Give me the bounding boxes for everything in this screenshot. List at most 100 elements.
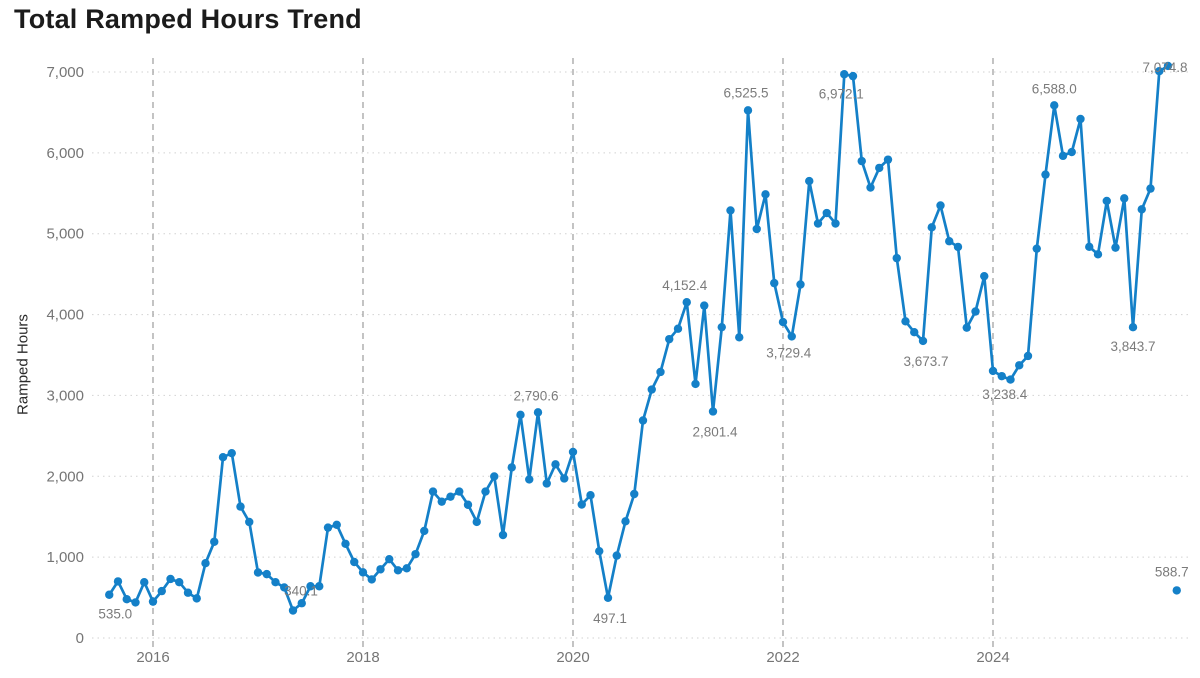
data-point[interactable] [507, 463, 516, 472]
data-point[interactable] [166, 574, 175, 584]
data-point[interactable] [1172, 586, 1181, 595]
data-point[interactable] [726, 206, 735, 215]
data-point[interactable] [210, 537, 219, 546]
data-point[interactable] [280, 583, 289, 592]
data-point[interactable] [883, 155, 893, 164]
data-point[interactable] [516, 410, 525, 420]
data-point[interactable] [717, 322, 726, 332]
data-point[interactable] [560, 474, 569, 483]
data-point[interactable] [428, 487, 438, 496]
data-point[interactable] [1058, 151, 1068, 161]
data-point[interactable] [1093, 250, 1103, 259]
data-point[interactable] [1006, 375, 1015, 384]
data-point[interactable] [673, 324, 683, 333]
data-point[interactable] [525, 475, 534, 484]
data-point[interactable] [796, 280, 805, 289]
data-point[interactable] [568, 447, 578, 457]
data-point[interactable] [936, 201, 945, 210]
data-point[interactable] [227, 448, 236, 458]
data-point[interactable] [1163, 61, 1173, 71]
data-point[interactable] [551, 460, 560, 469]
data-point[interactable] [770, 278, 779, 288]
data-point[interactable] [113, 577, 123, 586]
data-point[interactable] [892, 253, 901, 263]
data-point[interactable] [971, 307, 980, 316]
data-point[interactable] [393, 566, 403, 575]
data-point[interactable] [288, 606, 298, 615]
data-point[interactable] [1155, 66, 1164, 76]
data-point[interactable] [376, 565, 385, 574]
data-point[interactable] [910, 327, 919, 337]
data-point[interactable] [980, 271, 989, 281]
data-point[interactable] [262, 569, 271, 579]
data-point[interactable] [586, 491, 595, 500]
data-point[interactable] [437, 497, 446, 506]
data-point[interactable] [603, 593, 613, 603]
data-point[interactable] [682, 298, 691, 307]
data-point[interactable] [332, 520, 341, 529]
data-point[interactable] [1128, 323, 1138, 332]
data-point[interactable] [630, 489, 639, 499]
data-point[interactable] [218, 453, 228, 462]
data-point[interactable] [140, 578, 149, 587]
data-point[interactable] [297, 599, 306, 608]
data-point[interactable] [1023, 351, 1033, 361]
data-point[interactable] [148, 597, 158, 606]
data-point[interactable] [175, 578, 184, 587]
data-point[interactable] [157, 586, 166, 596]
data-point[interactable] [840, 70, 849, 79]
data-point[interactable] [953, 242, 963, 252]
data-point[interactable] [306, 582, 315, 591]
data-point[interactable] [708, 407, 718, 416]
data-point[interactable] [1102, 196, 1111, 206]
data-point[interactable] [778, 317, 788, 327]
data-point[interactable] [848, 71, 858, 81]
data-point[interactable] [901, 317, 910, 326]
data-point[interactable] [700, 301, 709, 310]
data-point[interactable] [1146, 184, 1155, 193]
data-point[interactable] [927, 223, 936, 232]
data-point[interactable] [945, 237, 954, 246]
data-point[interactable] [621, 517, 630, 526]
data-point[interactable] [498, 530, 508, 540]
data-point[interactable] [455, 487, 464, 496]
data-point[interactable] [542, 479, 551, 488]
data-point[interactable] [481, 487, 490, 496]
data-point[interactable] [1050, 101, 1059, 110]
data-point[interactable] [350, 557, 359, 567]
data-point[interactable] [315, 582, 324, 591]
data-point[interactable] [866, 183, 875, 192]
data-point[interactable] [1076, 114, 1085, 124]
data-point[interactable] [385, 554, 394, 564]
data-point[interactable] [472, 517, 481, 527]
data-point[interactable] [735, 333, 744, 342]
data-point[interactable] [612, 551, 621, 560]
data-point[interactable] [647, 385, 656, 394]
data-point[interactable] [192, 594, 201, 603]
data-point[interactable] [411, 549, 420, 559]
data-point[interactable] [105, 590, 114, 599]
data-point[interactable] [761, 190, 770, 199]
data-point[interactable] [875, 163, 884, 173]
data-point[interactable] [236, 502, 245, 511]
data-point[interactable] [1041, 170, 1050, 179]
data-point[interactable] [813, 219, 823, 228]
data-point[interactable] [367, 575, 376, 584]
data-point[interactable] [822, 208, 831, 218]
data-point[interactable] [253, 568, 263, 577]
data-point[interactable] [988, 366, 998, 376]
data-point[interactable] [402, 564, 411, 573]
data-point[interactable] [1032, 244, 1041, 253]
data-point[interactable] [787, 332, 796, 341]
data-point[interactable] [1111, 243, 1120, 252]
data-point[interactable] [446, 492, 455, 501]
data-point[interactable] [857, 156, 866, 166]
data-point[interactable] [533, 408, 543, 417]
data-point[interactable] [918, 336, 928, 346]
data-point[interactable] [183, 588, 193, 597]
data-point[interactable] [665, 334, 674, 344]
data-point[interactable] [245, 517, 254, 527]
data-point[interactable] [323, 523, 333, 532]
data-point[interactable] [752, 224, 761, 234]
